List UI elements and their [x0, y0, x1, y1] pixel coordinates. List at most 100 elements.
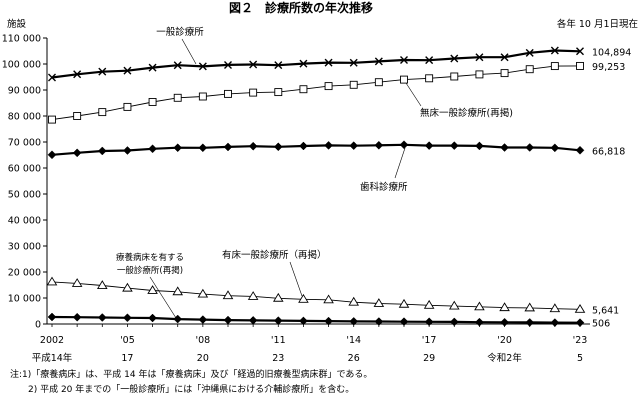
- series-point: [424, 317, 434, 327]
- series-point: [524, 302, 536, 312]
- annotation-no-bed: 無床一般診療所(再掲): [420, 107, 513, 119]
- series-point: [97, 313, 107, 322]
- series-point: [550, 143, 560, 153]
- footnotes: 注:1)「療養病床」は、平成 14 年は「療養病床」及び「経過的旧療養型病床群」…: [10, 368, 372, 398]
- series-point: [47, 150, 57, 160]
- series-point: [173, 314, 183, 324]
- series-point: [423, 299, 435, 309]
- series-point: [46, 276, 58, 286]
- y-tick-label: 80 000: [8, 112, 41, 123]
- series-point: [374, 317, 384, 326]
- series-point: [72, 312, 82, 322]
- series-point: [399, 140, 409, 150]
- series-point: [400, 75, 408, 84]
- series-point: [249, 60, 258, 69]
- annotation-ltc-pointer: [149, 276, 177, 319]
- series-point: [273, 142, 283, 152]
- series-point: [349, 141, 359, 151]
- y-tick-label: 100 000: [2, 60, 41, 71]
- annotation-ltc-line1: 療養病床を有する: [116, 252, 184, 263]
- series-point: [549, 303, 561, 313]
- y-tick-label: 70 000: [8, 138, 41, 149]
- series-point: [450, 54, 459, 63]
- series-point: [349, 58, 358, 67]
- x-tick-label: '11: [271, 335, 286, 346]
- annotation-ltc-line2: 一般診療所(再掲): [117, 265, 183, 276]
- series-point: [349, 317, 359, 326]
- y-tick-label: 0: [35, 320, 41, 331]
- series-point: [398, 298, 410, 308]
- x-tick-label: '05: [120, 335, 135, 346]
- series-point: [525, 65, 534, 74]
- annotation-general-clinic: 一般診療所: [156, 26, 204, 38]
- series-end-label: 66,818: [592, 146, 625, 157]
- series-point: [324, 58, 333, 67]
- annotation-general-pointer: [181, 38, 197, 65]
- series-point: [449, 317, 459, 327]
- chart-title: 図２ 診療所数の年次推移: [229, 0, 373, 15]
- series-point: [575, 318, 585, 328]
- series-point: [475, 53, 484, 62]
- series-point: [475, 141, 484, 151]
- series-point: [299, 59, 308, 68]
- x-tick-sublabel: 26: [348, 353, 360, 364]
- series-point: [224, 89, 232, 98]
- series-point: [450, 72, 459, 81]
- series-point: [223, 315, 233, 325]
- series-point: [248, 316, 258, 325]
- series-point: [550, 46, 559, 55]
- series-point: [575, 145, 585, 155]
- x-tick-label: '14: [346, 335, 361, 346]
- series-point: [247, 291, 259, 300]
- series-point: [324, 316, 333, 326]
- series-point: [123, 313, 132, 323]
- x-tick-label: '08: [196, 335, 211, 346]
- series-point: [500, 143, 509, 152]
- series-point: [198, 62, 207, 71]
- chart-subtitle: 各年 10 月1日現在: [557, 18, 638, 30]
- series-point: [274, 61, 283, 70]
- y-tick-label: 90 000: [8, 86, 41, 97]
- series-point: [248, 141, 258, 151]
- series-point: [324, 141, 333, 150]
- y-tick-label: 40 000: [8, 216, 41, 227]
- annotation-no-bed-pointer: [405, 82, 422, 107]
- annotation-dental-pointer: [394, 147, 406, 179]
- x-tick-label: '23: [573, 335, 588, 346]
- series-point: [48, 115, 56, 124]
- annotation-dental: 歯科診療所: [360, 181, 408, 193]
- x-tick-label: 2002: [40, 335, 64, 346]
- series-point: [576, 61, 584, 70]
- series-line: [51, 65, 581, 121]
- series-line: [51, 315, 581, 324]
- series-point: [148, 63, 157, 72]
- series-point: [148, 313, 157, 323]
- series-end-label: 5,641: [592, 305, 619, 316]
- series-point: [374, 78, 383, 87]
- series-point: [73, 70, 82, 79]
- series-point: [525, 318, 535, 327]
- x-tick-sublabel: 20: [197, 353, 209, 364]
- footnote-1: 注:1)「療養病床」は、平成 14 年は「療養病床」及び「経過的旧療養型病床群」…: [10, 370, 373, 380]
- series-point: [499, 302, 510, 312]
- series-point: [299, 141, 308, 151]
- series-end-label: 99,253: [592, 62, 625, 73]
- series-point: [425, 74, 434, 83]
- series-point: [224, 60, 232, 69]
- footnote-2: 2) 平成 20 年までの「一般診療所」には「沖縄県における介輔診療所」を含む。: [10, 385, 355, 395]
- clinic-count-chart: 図２ 診療所数の年次推移 各年 10 月1日現在 施設 0 10 000 20 00…: [2, 0, 638, 364]
- series-point: [249, 88, 258, 97]
- x-tick-sublabel: 令和2年: [487, 352, 522, 364]
- series-point: [550, 62, 559, 71]
- y-tick-label: 10 000: [8, 294, 41, 305]
- y-tick-label: 20 000: [8, 268, 41, 279]
- series-point: [173, 61, 182, 70]
- series-point: [448, 300, 460, 310]
- series-point: [349, 80, 358, 89]
- series-point: [500, 69, 509, 78]
- series-point: [500, 53, 509, 62]
- x-tick-sublabel: 29: [423, 353, 435, 364]
- series-point: [123, 66, 132, 75]
- series-line: [51, 49, 581, 79]
- series-point: [399, 317, 409, 327]
